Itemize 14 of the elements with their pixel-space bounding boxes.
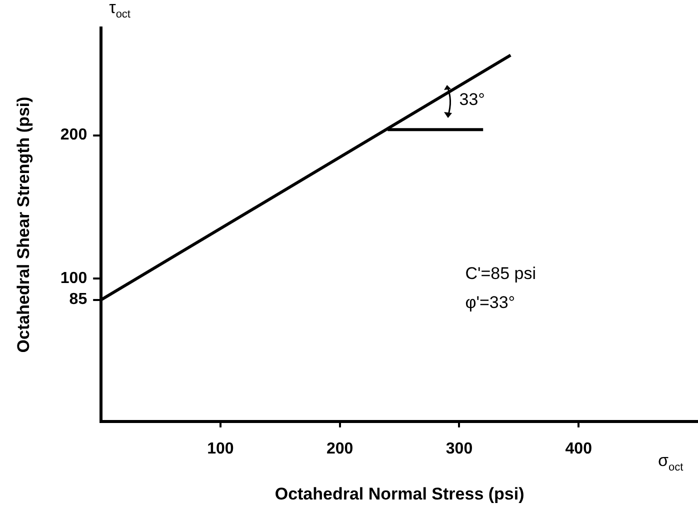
x-axis-title: Octahedral Normal Stress (psi) xyxy=(274,484,524,504)
x-tick-label: 300 xyxy=(446,440,473,458)
annotation: φ'=33° xyxy=(465,292,516,313)
y-tick-label: 100 xyxy=(60,270,88,287)
annotation: C'=85 psi xyxy=(465,264,536,284)
x-tick-label: 200 xyxy=(326,440,354,458)
y-tick-label: 85 xyxy=(69,291,88,308)
y-tick-label: 200 xyxy=(60,126,88,144)
x-tick-label: 400 xyxy=(565,440,592,458)
text: τ$_{oct}$ xyxy=(109,0,130,20)
x-tick-label: 100 xyxy=(207,440,234,458)
y-axis-title: Octahedral Shear Strength (psi) xyxy=(14,96,33,353)
text: σ$_{oct}$ xyxy=(658,451,684,474)
annotation: 33° xyxy=(459,90,485,110)
